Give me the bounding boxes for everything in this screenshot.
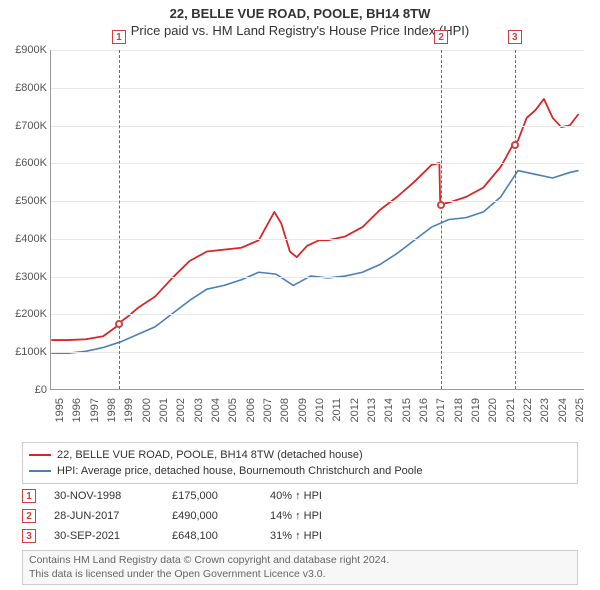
legend-label: HPI: Average price, detached house, Bour…	[57, 465, 422, 477]
gridline	[51, 126, 584, 127]
x-tick-label: 2019	[470, 398, 482, 422]
event-marker-dot	[511, 141, 519, 149]
legend-swatch	[29, 470, 51, 472]
y-tick-label: £500K	[3, 195, 47, 207]
gridline	[51, 352, 584, 353]
event-date: 30-NOV-1998	[54, 490, 154, 502]
gridline	[51, 88, 584, 89]
gridline	[51, 163, 584, 164]
footer-line: Contains HM Land Registry data © Crown c…	[29, 554, 571, 568]
event-price: £175,000	[172, 490, 252, 502]
x-tick-label: 2016	[418, 398, 430, 422]
x-tick-label: 2009	[297, 398, 309, 422]
x-tick-label: 2011	[331, 398, 343, 422]
x-tick-label: 1998	[106, 398, 118, 422]
event-dashed-line	[515, 50, 516, 389]
x-tick-label: 2005	[227, 398, 239, 422]
y-tick-label: £300K	[3, 271, 47, 283]
x-tick-label: 2014	[383, 398, 395, 422]
x-tick-label: 2022	[522, 398, 534, 422]
title-address: 22, BELLE VUE ROAD, POOLE, BH14 8TW	[0, 6, 600, 21]
x-axis-labels: 1995 1996 1997 1998 1999 2000 2001 2002 2003 2004…	[50, 394, 584, 444]
chart-lines-svg	[51, 50, 584, 389]
x-tick-label: 2015	[401, 398, 413, 422]
event-marker-dot	[115, 320, 123, 328]
event-delta: 14% ↑ HPI	[270, 510, 578, 522]
event-row: 2 28-JUN-2017 £490,000 14% ↑ HPI	[22, 506, 578, 526]
event-marker-dot	[437, 201, 445, 209]
chart-plot-area: £0£100K£200K£300K£400K£500K£600K£700K£80…	[50, 50, 584, 390]
y-tick-label: £400K	[3, 233, 47, 245]
x-tick-label: 2020	[487, 398, 499, 422]
legend-row: 22, BELLE VUE ROAD, POOLE, BH14 8TW (det…	[29, 447, 571, 463]
chart-container: 22, BELLE VUE ROAD, POOLE, BH14 8TW Pric…	[0, 0, 600, 590]
event-marker-box: 2	[434, 30, 448, 44]
x-tick-label: 2024	[557, 398, 569, 422]
event-marker-box: 2	[22, 509, 36, 523]
legend-box: 22, BELLE VUE ROAD, POOLE, BH14 8TW (det…	[22, 442, 578, 484]
y-tick-label: £800K	[3, 82, 47, 94]
y-tick-label: £0	[3, 384, 47, 396]
event-price: £648,100	[172, 530, 252, 542]
event-row: 3 30-SEP-2021 £648,100 31% ↑ HPI	[22, 526, 578, 546]
event-price: £490,000	[172, 510, 252, 522]
y-tick-label: £900K	[3, 44, 47, 56]
x-tick-label: 2018	[453, 398, 465, 422]
x-tick-label: 2004	[210, 398, 222, 422]
x-tick-label: 2023	[539, 398, 551, 422]
x-tick-label: 2012	[349, 398, 361, 422]
y-tick-label: £100K	[3, 346, 47, 358]
series-hpi	[51, 171, 578, 354]
x-tick-label: 2025	[574, 398, 586, 422]
x-tick-label: 2007	[262, 398, 274, 422]
event-date: 28-JUN-2017	[54, 510, 154, 522]
x-tick-label: 2003	[193, 398, 205, 422]
event-delta: 31% ↑ HPI	[270, 530, 578, 542]
event-dashed-line	[119, 50, 120, 389]
x-tick-label: 2002	[175, 398, 187, 422]
gridline	[51, 201, 584, 202]
y-tick-label: £600K	[3, 157, 47, 169]
legend-label: 22, BELLE VUE ROAD, POOLE, BH14 8TW (det…	[57, 449, 363, 461]
event-marker-box: 3	[22, 529, 36, 543]
x-tick-label: 2021	[505, 398, 517, 422]
x-tick-label: 1995	[54, 398, 66, 422]
events-table: 1 30-NOV-1998 £175,000 40% ↑ HPI 2 28-JU…	[22, 486, 578, 546]
x-tick-label: 2000	[141, 398, 153, 422]
event-dashed-line	[441, 50, 442, 389]
gridline	[51, 314, 584, 315]
gridline	[51, 50, 584, 51]
footer-attribution: Contains HM Land Registry data © Crown c…	[22, 550, 578, 585]
x-tick-label: 2017	[435, 398, 447, 422]
gridline	[51, 277, 584, 278]
legend-swatch	[29, 454, 51, 456]
legend-row: HPI: Average price, detached house, Bour…	[29, 463, 571, 479]
series-price-paid	[51, 99, 578, 340]
x-tick-label: 2013	[366, 398, 378, 422]
footer-line: This data is licensed under the Open Gov…	[29, 568, 571, 582]
event-marker-box: 1	[112, 30, 126, 44]
gridline	[51, 239, 584, 240]
x-tick-label: 2010	[314, 398, 326, 422]
x-tick-label: 1997	[89, 398, 101, 422]
y-tick-label: £200K	[3, 308, 47, 320]
event-row: 1 30-NOV-1998 £175,000 40% ↑ HPI	[22, 486, 578, 506]
event-delta: 40% ↑ HPI	[270, 490, 578, 502]
x-tick-label: 1996	[71, 398, 83, 422]
event-marker-box: 1	[22, 489, 36, 503]
x-tick-label: 1999	[123, 398, 135, 422]
event-marker-box: 3	[508, 30, 522, 44]
y-tick-label: £700K	[3, 120, 47, 132]
event-date: 30-SEP-2021	[54, 530, 154, 542]
x-tick-label: 2001	[158, 398, 170, 422]
x-tick-label: 2008	[279, 398, 291, 422]
x-tick-label: 2006	[245, 398, 257, 422]
